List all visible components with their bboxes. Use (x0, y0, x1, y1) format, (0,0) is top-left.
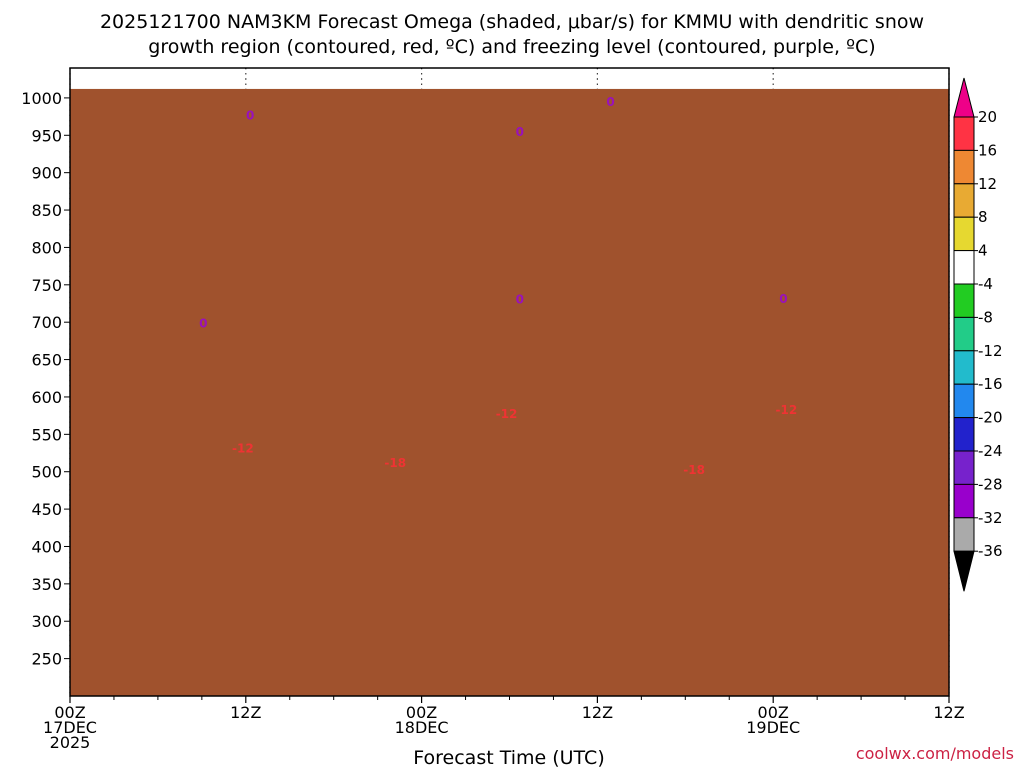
xtick-label-0-1: 17DEC (43, 718, 97, 737)
dgz-label-4: -12 (776, 403, 798, 417)
ytick-label-600: 600 (31, 388, 62, 407)
xtick-label-4-1: 19DEC (746, 718, 800, 737)
xtick-label-0-0: 00Z (54, 703, 85, 722)
ytick-label-550: 550 (31, 425, 62, 444)
ytick-label-950: 950 (31, 126, 62, 145)
ytick-label-250: 250 (31, 650, 62, 669)
x-axis-label: Forecast Time (UTC) (413, 747, 604, 768)
ytick-label-300: 300 (31, 612, 62, 631)
colorbar-swatch-11 (953, 450, 975, 485)
colorbar-label-7: -12 (978, 342, 1003, 360)
ytick-label-700: 700 (31, 313, 62, 332)
xtick-label-4-0: 00Z (758, 703, 789, 722)
freezing-label-4: 0 (516, 125, 524, 139)
ytick-label-750: 750 (31, 276, 62, 295)
xtick-label-5-0: 12Z (933, 703, 964, 722)
colorbar-label-13: -36 (978, 542, 1003, 560)
ytick-label-900: 900 (31, 164, 62, 183)
chart-title-line-2: growth region (contoured, red, ºC) and f… (148, 36, 875, 58)
xtick-label-0-2: 2025 (50, 733, 91, 752)
ytick-label-850: 850 (31, 201, 62, 220)
freezing-label-5: 0 (606, 95, 614, 109)
colorbar-swatch-6 (953, 283, 975, 318)
ground-terrain (70, 88, 949, 696)
plot-frame (69, 67, 950, 697)
colorbar-swatch-10 (953, 417, 975, 452)
xtick-label-3-0: 12Z (582, 703, 613, 722)
colorbar-label-8: -16 (978, 375, 1003, 393)
contour-label-layer: -12 -18 -12 -18 -12 0 0 0 0 0 0 (199, 95, 798, 477)
colorbar-swatch-8 (953, 350, 975, 385)
axes-layer: 250 300 350 400 450 500 550 600 650 700 750 800 850 9… (21, 89, 964, 752)
colorbar-swatch-13 (953, 517, 975, 552)
ytick-label-650: 650 (31, 351, 62, 370)
ytick-label-350: 350 (31, 575, 62, 594)
colorbar-label-2: 12 (978, 175, 997, 193)
colorbar-label-12: -32 (978, 509, 1003, 527)
colorbar-label-3: 8 (978, 208, 988, 226)
freezing-label-1: 0 (516, 293, 524, 307)
colorbar-label-11: -28 (978, 475, 1003, 493)
dgz-label-0: -12 (232, 441, 254, 455)
colorbar-label-1: 16 (978, 141, 997, 159)
colorbar-swatch-5 (953, 250, 975, 285)
ytick-label-800: 800 (31, 238, 62, 257)
dgz-label-2: -12 (496, 407, 518, 421)
colorbar-swatch-9 (953, 383, 975, 419)
colorbar-top-arrow (953, 77, 975, 118)
xtick-label-1-0: 12Z (230, 703, 261, 722)
freezing-label-2: 0 (779, 292, 787, 306)
colorbar-label-4: 4 (978, 242, 988, 260)
dgz-label-1: -18 (384, 456, 406, 470)
colorbar-label-5: -4 (978, 275, 993, 293)
colorbar-label-0: 20 (978, 108, 997, 126)
colorbar-swatch-7 (953, 316, 975, 352)
freezing-label-3: 0 (246, 109, 254, 123)
chart-title-line-1: 2025121700 NAM3KM Forecast Omega (shaded… (100, 11, 924, 33)
ytick-label-400: 400 (31, 537, 62, 556)
dgz-label-3: -18 (683, 463, 705, 477)
colorbar-label-10: -24 (978, 442, 1003, 460)
ytick-label-1000: 1000 (21, 89, 62, 108)
freezing-label-0: 0 (199, 316, 207, 330)
colorbar-swatch-4 (953, 216, 975, 252)
xtick-label-2-1: 18DEC (395, 718, 449, 737)
colorbar-swatch-1 (953, 116, 975, 151)
xtick-label-2-0: 00Z (406, 703, 437, 722)
colorbar-label-6: -8 (978, 308, 993, 326)
terrain-layer (70, 88, 949, 696)
ytick-label-450: 450 (31, 500, 62, 519)
credit-text: coolwx.com/models (856, 744, 1014, 763)
colorbar: 20 16 12 8 4 -4 -8 -12 -16 -20 -24 -28 -32 -36 (953, 77, 1003, 592)
colorbar-swatch-3 (953, 183, 975, 218)
colorbar-label-9: -20 (978, 409, 1003, 427)
ytick-label-500: 500 (31, 463, 62, 482)
colorbar-bottom-arrow (953, 550, 975, 592)
colorbar-swatch-12 (953, 483, 975, 519)
colorbar-swatch-2 (953, 149, 975, 185)
